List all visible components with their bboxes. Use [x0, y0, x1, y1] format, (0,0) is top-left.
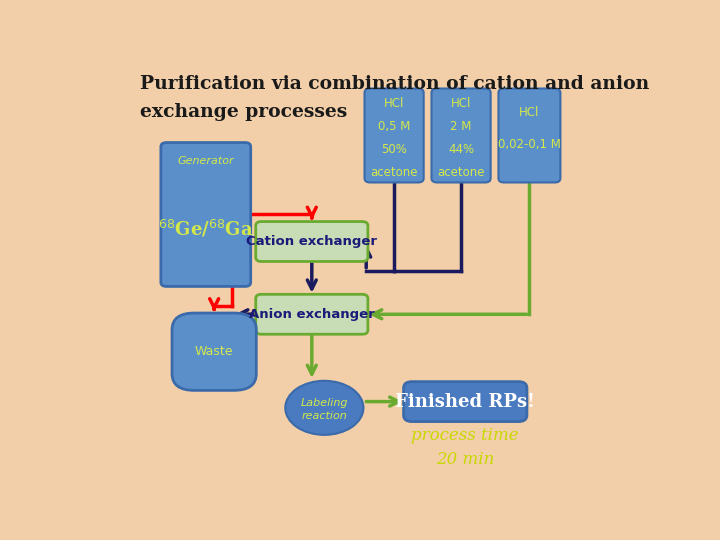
Text: Waste: Waste [195, 345, 233, 358]
FancyBboxPatch shape [404, 382, 527, 422]
FancyBboxPatch shape [498, 89, 560, 183]
Text: 2 M: 2 M [451, 120, 472, 133]
FancyBboxPatch shape [256, 221, 368, 261]
Text: 0,02-0,1 M: 0,02-0,1 M [498, 138, 561, 151]
Text: Labeling: Labeling [301, 398, 348, 408]
Text: 44%: 44% [448, 143, 474, 156]
FancyBboxPatch shape [161, 143, 251, 286]
Text: acetone: acetone [437, 166, 485, 179]
Text: Cation exchanger: Cation exchanger [246, 235, 377, 248]
Text: $^{68}$Ge/$^{68}$Ga: $^{68}$Ge/$^{68}$Ga [158, 218, 253, 239]
Text: exchange processes: exchange processes [140, 103, 348, 121]
FancyBboxPatch shape [172, 313, 256, 390]
FancyBboxPatch shape [256, 294, 368, 334]
Text: HCl: HCl [384, 97, 405, 110]
Text: 20 min: 20 min [436, 451, 494, 469]
Text: Purification via combination of cation and anion: Purification via combination of cation a… [140, 75, 649, 93]
Text: 50%: 50% [381, 143, 407, 156]
FancyBboxPatch shape [431, 89, 490, 183]
Text: HCl: HCl [451, 97, 472, 110]
Text: reaction: reaction [302, 411, 347, 421]
Text: HCl: HCl [519, 106, 539, 119]
Text: Anion exchanger: Anion exchanger [249, 308, 374, 321]
Text: process time: process time [411, 427, 519, 443]
Text: Generator: Generator [177, 156, 234, 166]
Text: 0,5 M: 0,5 M [378, 120, 410, 133]
Text: Finished RPs!: Finished RPs! [395, 393, 535, 410]
Ellipse shape [285, 381, 364, 435]
FancyBboxPatch shape [364, 89, 423, 183]
Text: acetone: acetone [370, 166, 418, 179]
